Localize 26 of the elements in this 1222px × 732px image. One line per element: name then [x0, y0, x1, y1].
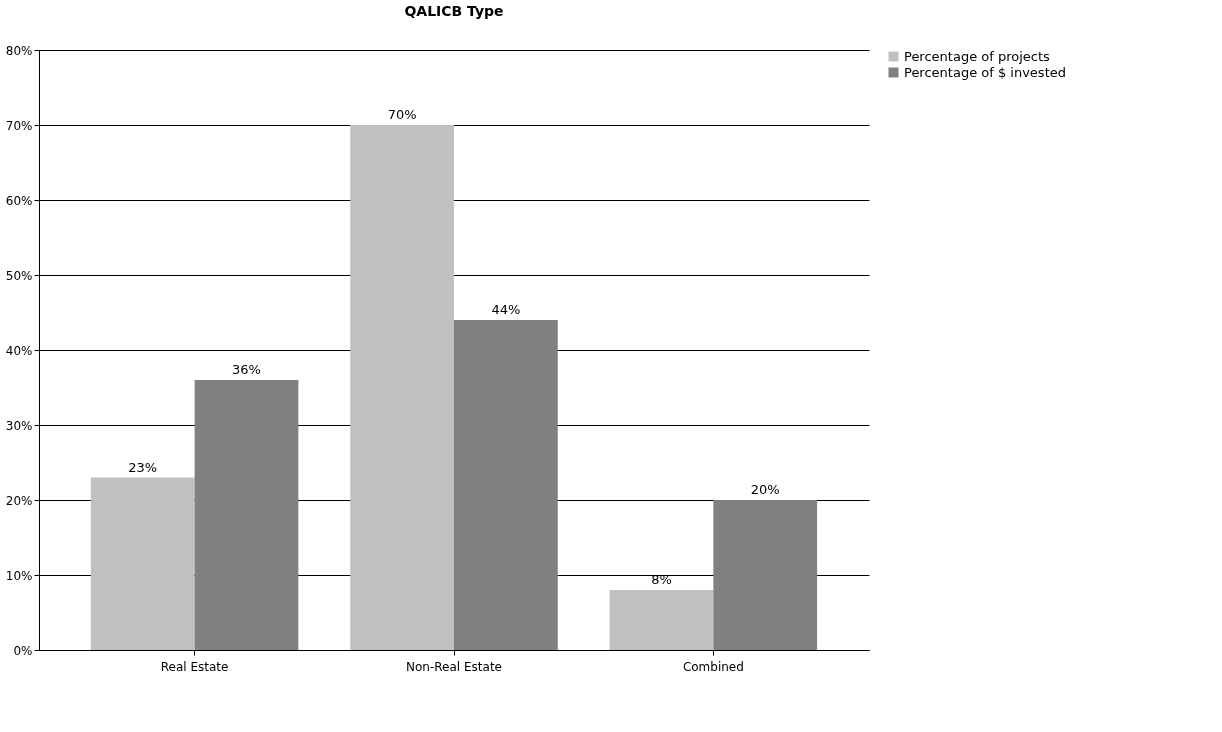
- data-label: 36%: [232, 362, 261, 377]
- y-tick-label: 30%: [5, 418, 33, 433]
- bar: [194, 380, 299, 650]
- data-label: 44%: [491, 302, 521, 317]
- y-tick-label: 70%: [5, 118, 33, 133]
- data-label: 20%: [750, 482, 780, 497]
- x-tick-label: Combined: [682, 659, 744, 674]
- chart-title: QALICB Type: [404, 3, 504, 19]
- y-tick-label: 40%: [5, 343, 33, 358]
- x-tick-label: Real Estate: [160, 659, 229, 674]
- bar: [713, 500, 818, 650]
- y-tick-label: 80%: [5, 43, 33, 58]
- bar: [609, 590, 714, 650]
- legend-label: Percentage of projects: [904, 48, 1051, 64]
- y-tick-label: 50%: [5, 268, 33, 283]
- x-tick-label: Non-Real Estate: [406, 659, 502, 674]
- data-label: 70%: [387, 107, 417, 122]
- data-label: 23%: [128, 459, 158, 475]
- y-tick-label: 20%: [5, 493, 33, 508]
- y-tick-label: 10%: [5, 568, 33, 583]
- bar: [90, 477, 195, 650]
- legend-label: Percentage of $ invested: [904, 64, 1066, 80]
- y-tick-label: 60%: [5, 193, 33, 208]
- y-tick-label: 0%: [13, 643, 33, 658]
- bar: [454, 320, 558, 650]
- bar: [350, 125, 454, 650]
